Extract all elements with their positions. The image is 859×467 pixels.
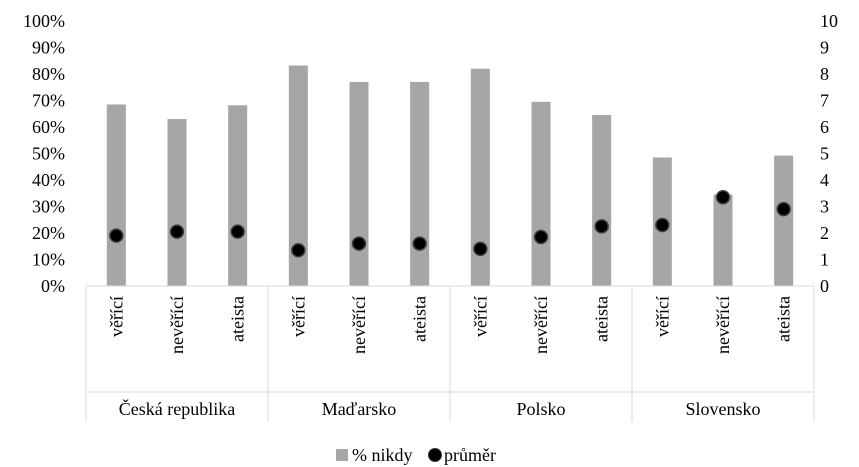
left-tick-label: 50% (32, 144, 65, 164)
point (715, 189, 731, 205)
left-tick-label: 0% (41, 276, 65, 296)
point (594, 219, 609, 234)
right-tick-label: 5 (820, 144, 829, 164)
right-tick-label: 2 (820, 223, 829, 243)
legend: % nikdy průměr (336, 445, 496, 465)
legend-bar-label: % nikdy (352, 445, 413, 465)
point (230, 224, 245, 239)
bar (713, 194, 733, 286)
left-tick-label: 20% (32, 223, 65, 243)
category-label: ateista (410, 296, 430, 342)
point (351, 236, 367, 251)
point (776, 201, 791, 217)
category-labels: věřící nevěřící ateista věřící nevěřící ateis… (106, 296, 793, 354)
group-label: Česká republika (119, 398, 235, 419)
right-tick-label: 8 (820, 64, 829, 84)
category-label: ateista (774, 296, 794, 342)
right-tick-label: 3 (820, 197, 829, 217)
left-tick-label: 70% (32, 91, 65, 111)
category-label: nevěřící (713, 296, 733, 354)
bar (288, 65, 308, 287)
group-label: Slovensko (685, 399, 760, 419)
bar (592, 115, 612, 286)
point (109, 228, 124, 243)
bar (410, 81, 430, 286)
axis-lines (85, 285, 815, 422)
bar-series (106, 65, 794, 287)
point (291, 242, 306, 258)
point (412, 236, 427, 251)
right-tick-label: 4 (820, 170, 829, 190)
bar (167, 119, 187, 286)
left-tick-label: 10% (32, 250, 65, 270)
point (473, 241, 488, 257)
point (169, 224, 185, 239)
category-label: ateista (592, 296, 612, 342)
right-tick-label: 6 (820, 117, 829, 137)
bar (470, 68, 490, 286)
category-label: věřící (652, 296, 672, 337)
legend-point-label: průměr (444, 445, 496, 465)
group-label: Maďarsko (322, 399, 397, 419)
point-series (109, 189, 791, 258)
right-tick-label: 10 (820, 11, 838, 31)
right-tick-label: 9 (820, 38, 829, 58)
right-tick-label: 0 (820, 276, 829, 296)
right-axis-ticks: 0 1 2 3 4 5 6 7 8 9 10 (820, 11, 838, 296)
legend-bar-swatch (336, 449, 348, 461)
right-tick-label: 1 (820, 250, 829, 270)
bar (106, 104, 126, 286)
point (655, 217, 670, 233)
left-tick-label: 40% (32, 170, 65, 190)
bar (228, 105, 248, 287)
category-label: nevěřící (167, 296, 187, 354)
left-tick-label: 80% (32, 64, 65, 84)
group-label: Polsko (516, 399, 565, 419)
left-tick-label: 100% (23, 11, 65, 31)
bar (531, 101, 551, 286)
left-tick-label: 60% (32, 117, 65, 137)
category-label: nevěřící (349, 296, 369, 354)
left-tick-label: 30% (32, 197, 65, 217)
category-label: ateista (228, 296, 248, 342)
category-label: věřící (288, 296, 308, 337)
category-label: nevěřící (531, 296, 551, 354)
bar (349, 81, 369, 286)
group-labels: Česká republika Maďarsko Polsko Slovensko (119, 398, 761, 419)
left-axis-ticks: 0% 10% 20% 30% 40% 50% 60% 70% 80% 90% 100% (23, 11, 65, 296)
category-label: věřící (106, 296, 126, 337)
right-tick-label: 7 (820, 91, 829, 111)
category-label: věřící (470, 296, 490, 337)
point (533, 229, 549, 245)
left-tick-label: 90% (32, 38, 65, 58)
legend-point-marker (428, 448, 442, 462)
bar (774, 155, 794, 286)
